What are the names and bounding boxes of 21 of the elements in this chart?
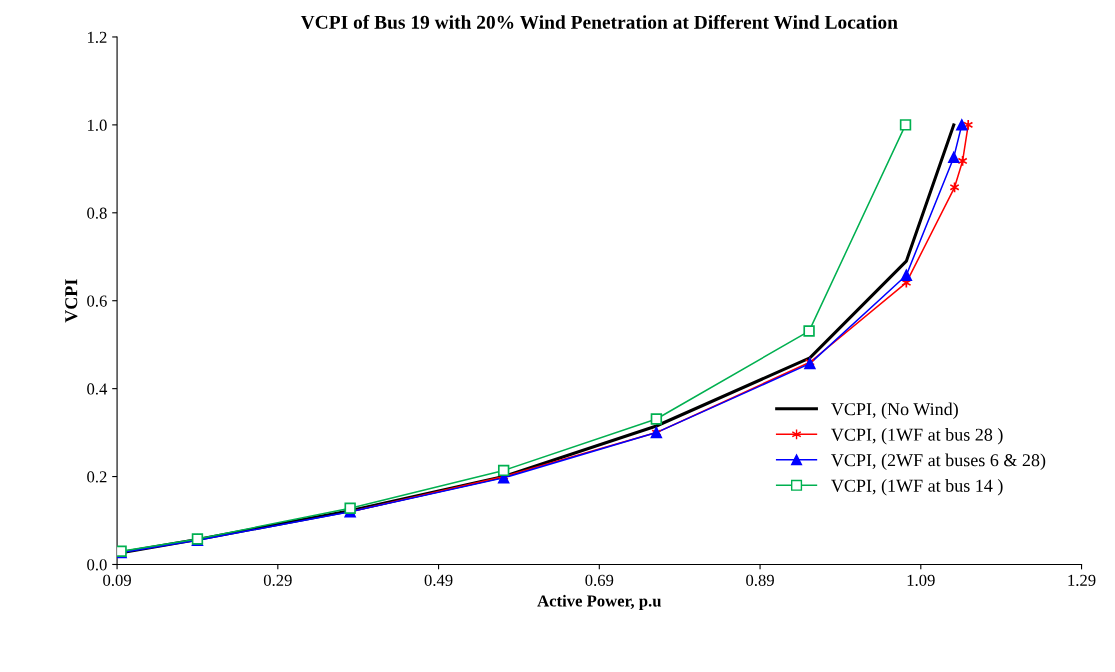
legend-label: VCPI, (2WF at buses 6 & 28) [831, 453, 1046, 470]
x-tick-label: 0.69 [585, 574, 614, 586]
x-tick-label: 0.49 [424, 574, 453, 586]
x-tick-label: 1.29 [1068, 574, 1096, 586]
x-axis-title: Active Power, p.u [537, 594, 662, 610]
x-tick-label: 0.29 [263, 574, 292, 586]
chart-title: VCPI of Bus 19 with 20% Wind Penetration at Different Wind Location [300, 14, 898, 29]
legend-label: VCPI, (1WF at bus 28 ) [831, 428, 1003, 445]
y-tick-label: 0.8 [87, 207, 107, 219]
y-tick-label: 0.6 [87, 295, 107, 307]
y-axis-title: VCPI [65, 279, 78, 323]
x-tick-label: 0.89 [746, 574, 774, 586]
x-tick-label: 0.09 [103, 574, 131, 586]
x-tick-label: 1.09 [907, 574, 935, 586]
legend-label: VCPI, (1WF at bus 14 ) [831, 479, 1003, 496]
y-tick-label: 0.4 [87, 383, 108, 395]
y-tick-label: 1.0 [87, 119, 107, 131]
legend-label: VCPI, (No Wind) [831, 402, 958, 419]
y-tick-label: 0.2 [87, 471, 107, 483]
y-tick-label: 0.0 [87, 559, 107, 571]
y-tick-label: 1.2 [87, 31, 107, 43]
